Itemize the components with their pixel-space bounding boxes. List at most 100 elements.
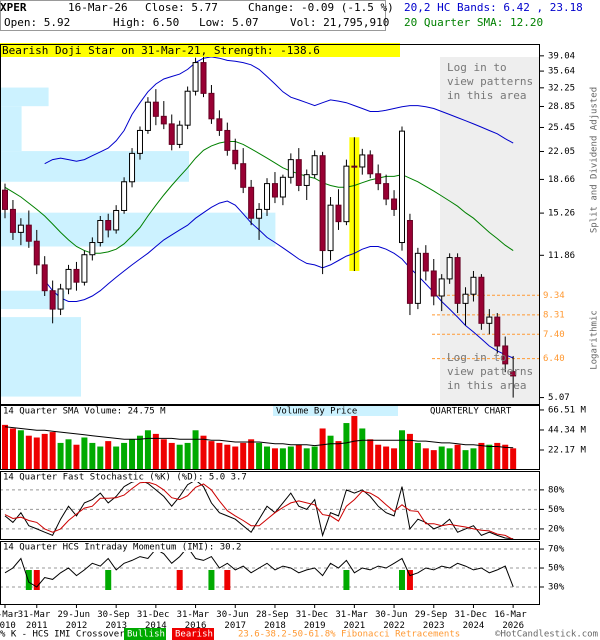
volume-bar	[73, 444, 80, 470]
candle-body	[9, 208, 16, 233]
volume-bar	[105, 441, 112, 470]
x-tick-label: 31-Mar 2021	[335, 610, 373, 631]
candle-body	[264, 183, 271, 210]
volume-bar	[248, 439, 255, 470]
volume-bar	[414, 442, 421, 470]
x-tick-label: 30-Jun 2022	[375, 610, 413, 631]
volume-bar	[33, 437, 40, 470]
volume-sma	[4, 426, 514, 449]
pattern-label-bg	[0, 43, 400, 57]
volume-bar	[232, 446, 239, 470]
bearish-key	[172, 628, 214, 640]
volume-bar	[136, 435, 143, 470]
candle-body	[279, 176, 286, 198]
candle-body	[422, 252, 429, 272]
open: Open: 5.92	[4, 16, 70, 29]
candle-body	[73, 268, 80, 283]
change: Change: -0.09 (-1.5 %)	[248, 1, 394, 14]
title-bg	[1, 542, 271, 552]
volume-bar	[17, 430, 24, 470]
volume-bar	[406, 433, 413, 470]
volume-bar	[160, 439, 167, 470]
x-tick-label: 16-Mar 2026	[494, 610, 532, 631]
candle-body	[510, 371, 517, 377]
volume-bar	[383, 446, 390, 470]
candle-body	[160, 115, 167, 125]
bullish-marker	[25, 570, 32, 590]
candle-body	[97, 220, 104, 244]
candle-body	[25, 224, 32, 242]
note-bg	[273, 406, 398, 416]
bullish-marker	[105, 570, 112, 590]
fib-label: 7.40	[543, 330, 565, 340]
bearish-marker	[406, 570, 413, 590]
close: Close: 5.77	[145, 1, 218, 14]
candle-body	[136, 129, 143, 154]
candle-body	[65, 268, 72, 290]
footer-bearish: Bearish	[175, 630, 213, 640]
candle-body	[256, 208, 263, 219]
footer-fibonacci: 23.6-38.2-50-61.8% Fibonacci Retracement…	[238, 630, 460, 640]
candle-body	[486, 316, 493, 324]
candle-body	[470, 276, 477, 295]
footer-copyright: ©HotCandlestick.com	[495, 630, 598, 640]
candle-body	[343, 165, 350, 223]
candle-body	[129, 152, 136, 183]
candle-body	[375, 173, 382, 185]
candle-body	[406, 220, 413, 304]
candle-body	[57, 288, 64, 310]
candle-body	[200, 62, 207, 94]
volume-bar	[454, 444, 461, 470]
candle-body	[105, 220, 112, 231]
candle-body	[113, 209, 120, 231]
volume-bar	[287, 446, 294, 470]
volume-bar	[510, 448, 517, 470]
candle-body	[502, 345, 509, 365]
candle-body	[176, 124, 183, 145]
volume-bar	[256, 442, 263, 470]
pattern-label: Bearish Doji Star on 31-Mar-21, Strength…	[2, 44, 320, 57]
candle-body	[438, 278, 445, 297]
volume-bar	[41, 433, 48, 470]
candle-body	[391, 198, 398, 210]
bullish-marker	[399, 570, 405, 590]
y-tick-label: 28.85	[548, 102, 575, 112]
candle-body	[446, 257, 453, 280]
side-label: Split and Dividend Adjusted	[590, 87, 600, 233]
candle-body	[248, 186, 255, 219]
volume-bar	[375, 444, 382, 470]
bullish-marker	[208, 570, 215, 590]
bands-legend: 20,2 HC Bands: 6.42 , 23.18	[404, 1, 583, 14]
x-tick-label: 31-Dec 2019	[296, 610, 334, 631]
title-bg	[1, 406, 191, 416]
volume-bar	[57, 442, 64, 470]
x-tick-label: 31-Mar 2011	[18, 610, 56, 631]
volume-bar	[200, 435, 207, 470]
panel-title: 14 Quarter SMA Volume: 24.75 M	[3, 407, 166, 417]
candle-body	[327, 204, 334, 252]
volume-bar	[343, 423, 350, 470]
y-tick-label: 11.86	[548, 251, 575, 261]
candle-body	[414, 252, 421, 304]
volume-bar	[240, 442, 247, 470]
volume-bar	[470, 448, 477, 470]
volume-bar	[494, 442, 501, 470]
volume-bar	[303, 448, 310, 470]
x-tick-label: 31-Dec 2024	[454, 610, 492, 631]
y-tick-label: 30%	[548, 582, 565, 592]
candle-body	[240, 163, 247, 188]
volume-bar	[2, 424, 8, 470]
volume-bar	[438, 446, 445, 470]
candle-body	[121, 181, 128, 211]
bearish-marker	[33, 570, 40, 590]
x-tick-label: 28-Sep 2018	[256, 610, 294, 631]
bearish-marker	[224, 570, 231, 590]
y-tick-label: 5.07	[548, 393, 570, 403]
candle-body	[81, 254, 88, 283]
volume-bar	[49, 432, 56, 470]
volume-bar	[176, 444, 183, 470]
y-tick-label: 44.34 M	[548, 425, 587, 435]
symbol: XPER	[0, 1, 27, 14]
candle-body	[2, 189, 8, 210]
